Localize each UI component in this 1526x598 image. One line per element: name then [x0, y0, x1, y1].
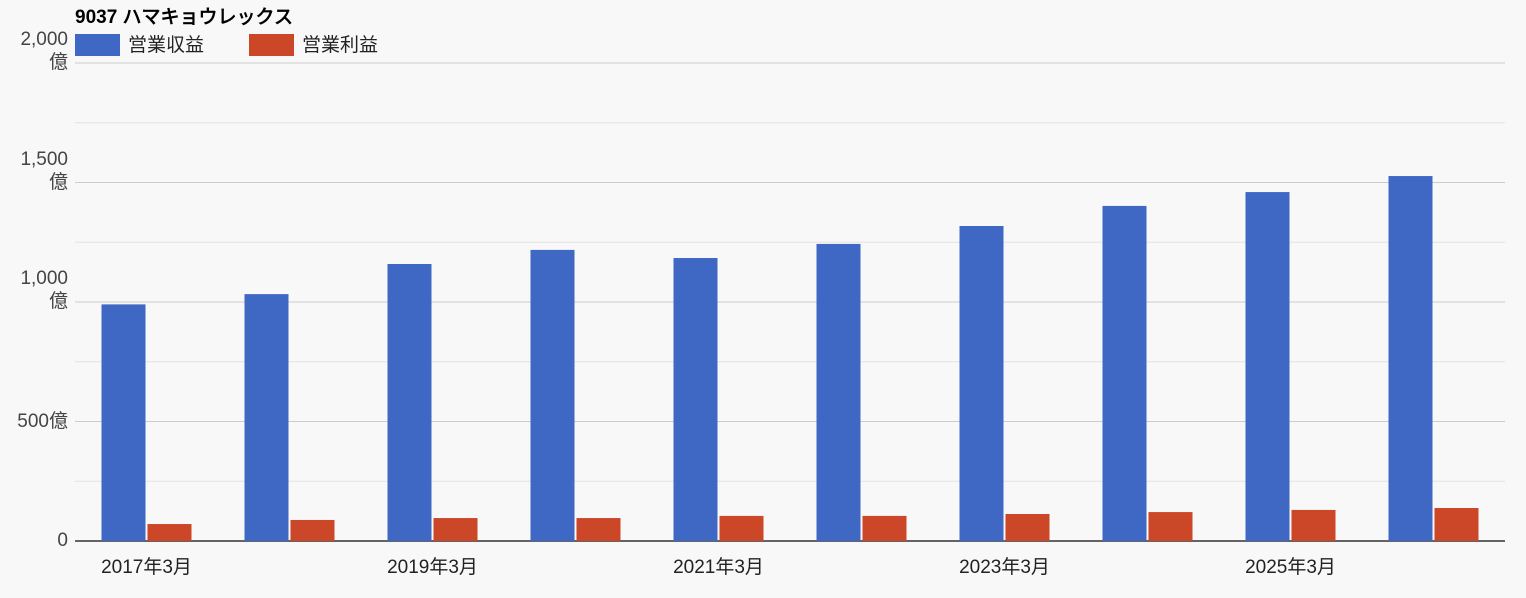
y-tick-label: 2,000億	[20, 29, 68, 73]
x-tick-label: 2017年3月	[101, 556, 192, 578]
bar	[433, 518, 478, 541]
bar	[1291, 509, 1336, 541]
bar	[1388, 176, 1433, 541]
bar	[719, 515, 764, 541]
bar	[673, 258, 718, 541]
bar	[959, 225, 1004, 542]
x-tick-label: 2023年3月	[959, 556, 1050, 578]
bar	[576, 518, 621, 541]
bar	[244, 294, 289, 541]
x-tick-label: 2021年3月	[673, 556, 764, 578]
legend-swatch	[249, 34, 294, 56]
chart-title: 9037 ハマキョウレックス	[75, 6, 293, 28]
bar	[530, 249, 575, 541]
bar	[1005, 513, 1050, 541]
bar	[101, 304, 146, 541]
bar	[1434, 508, 1479, 541]
bar	[862, 515, 907, 541]
bar	[1102, 205, 1147, 541]
bar	[290, 519, 335, 541]
bar	[1245, 192, 1290, 541]
y-tick-label: 1,500億	[20, 148, 68, 193]
bar	[816, 243, 861, 541]
bar	[147, 524, 192, 541]
bar	[387, 263, 432, 541]
y-tick-label: 500億	[17, 410, 68, 432]
x-tick-label: 2019年3月	[387, 556, 478, 578]
y-tick-label: 0	[57, 530, 68, 551]
y-tick-label: 1,000億	[20, 268, 68, 312]
legend-label: 営業利益	[302, 34, 378, 56]
legend-label: 営業収益	[128, 34, 204, 56]
x-tick-label: 2025年3月	[1245, 556, 1336, 578]
bar	[1148, 512, 1193, 541]
legend-swatch	[75, 34, 120, 56]
